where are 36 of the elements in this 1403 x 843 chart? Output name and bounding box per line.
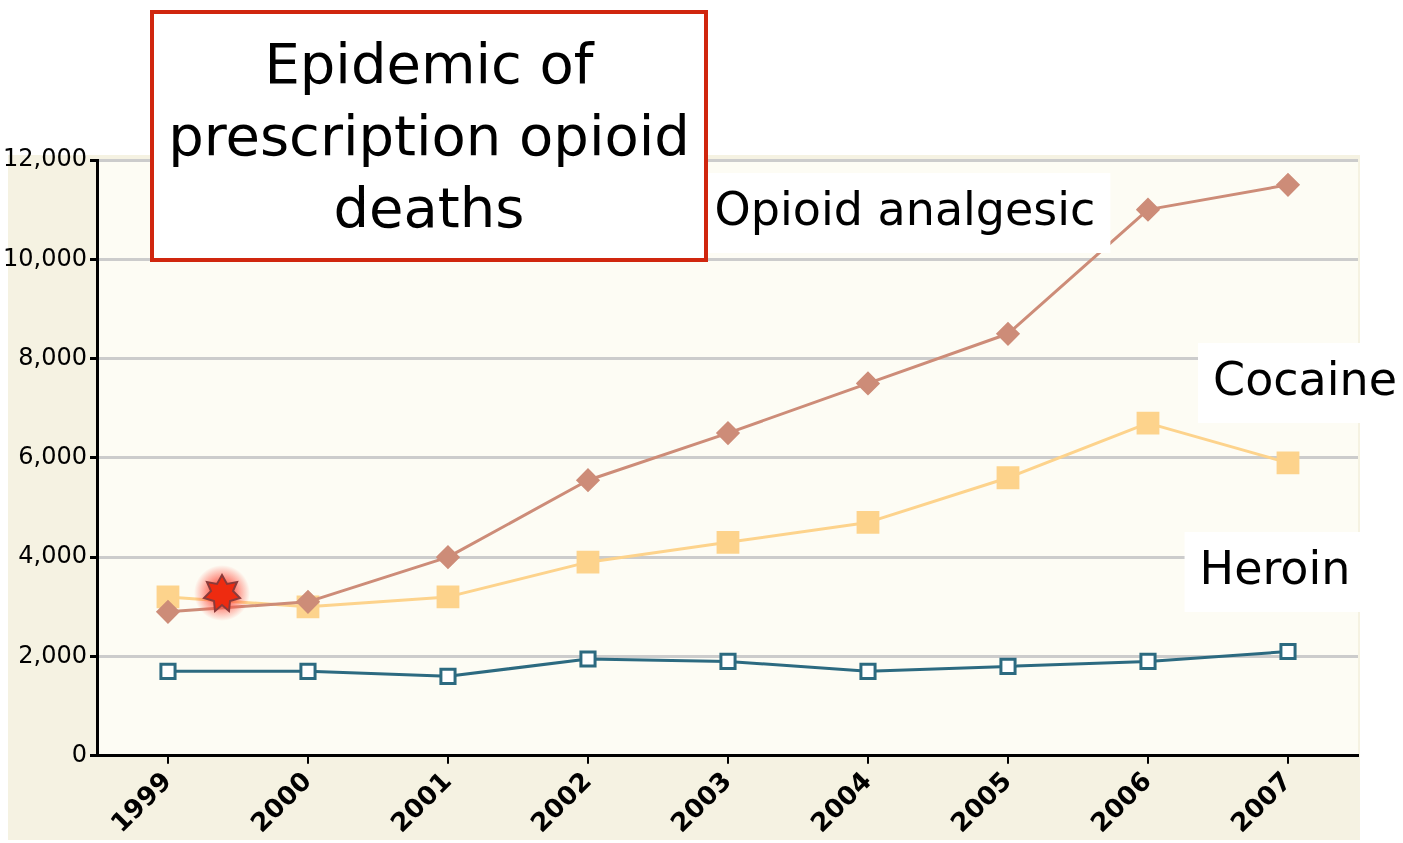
- series-label: Heroin: [1199, 540, 1351, 595]
- point: [576, 468, 600, 492]
- point: [439, 667, 457, 685]
- point: [296, 590, 320, 614]
- point: [1136, 411, 1160, 435]
- point: [436, 585, 460, 609]
- point: [1136, 198, 1160, 222]
- y-tick-label: 0: [71, 740, 87, 768]
- y-tick-label: 10,000: [2, 243, 87, 272]
- point: [1276, 451, 1300, 475]
- point: [436, 545, 460, 569]
- point: [1279, 642, 1297, 661]
- chart-title: Epidemic of prescription opioid deaths: [150, 10, 708, 262]
- point: [299, 662, 317, 680]
- point: [1276, 173, 1300, 197]
- point: [996, 466, 1020, 490]
- y-tick-label: 8,000: [18, 342, 87, 371]
- point: [719, 652, 737, 671]
- y-tick-label: 6,000: [18, 442, 87, 471]
- point: [159, 662, 177, 680]
- point: [579, 650, 597, 668]
- point: [1139, 652, 1157, 671]
- y-tick-label: 12,000: [2, 144, 87, 173]
- point: [576, 550, 600, 574]
- point: [996, 322, 1020, 346]
- point: [856, 511, 880, 534]
- series-label: Cocaine: [1213, 351, 1397, 406]
- y-tick-label: 4,000: [18, 541, 87, 570]
- point: [856, 371, 880, 395]
- series-label: Opioid analgesic: [714, 181, 1096, 236]
- point: [716, 421, 740, 445]
- point: [716, 530, 740, 554]
- y-tick-label: 2,000: [18, 640, 87, 669]
- point: [999, 657, 1017, 675]
- point: [859, 662, 877, 680]
- point: [156, 600, 180, 624]
